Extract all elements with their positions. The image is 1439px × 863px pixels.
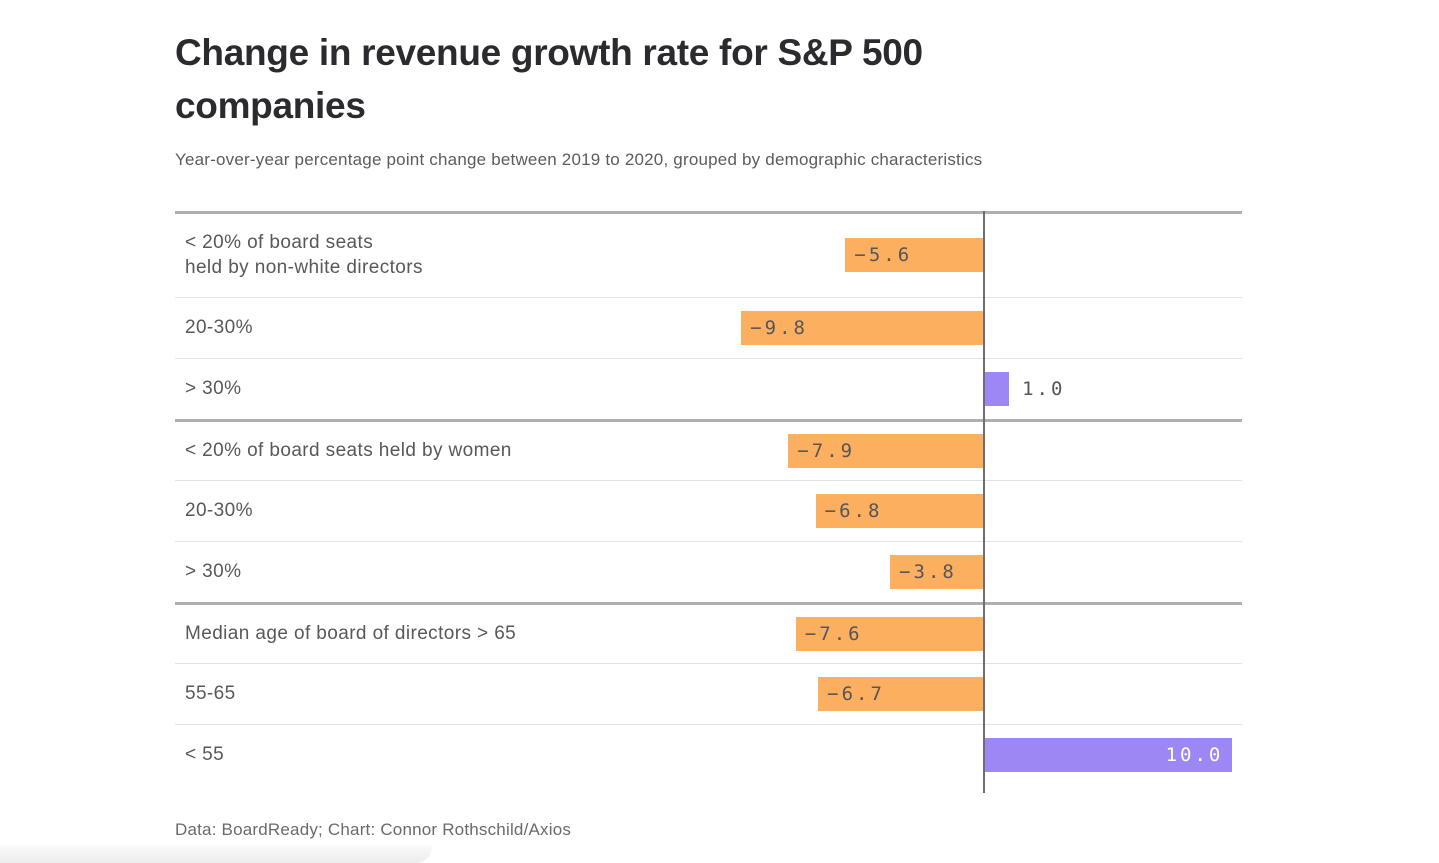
category-label: < 55: [185, 744, 225, 766]
value-label: −7.9: [797, 439, 856, 462]
category-label: < 20% of board seats held by women: [185, 440, 512, 462]
value-label: −6.7: [827, 682, 885, 705]
bottom-edge-shadow: [0, 845, 432, 863]
source-credit: Data: BoardReady; Chart: Connor Rothschi…: [175, 819, 572, 839]
value-label: 1.0: [1022, 377, 1066, 400]
negative-bar: −9.8: [741, 310, 985, 345]
negative-bar: −3.8: [890, 554, 985, 589]
chart-subtitle: Year-over-year percentage point change b…: [175, 149, 983, 169]
category-label: > 30%: [185, 561, 242, 583]
negative-bar: −7.6: [795, 616, 985, 651]
negative-bar: −6.7: [818, 676, 985, 711]
value-label: −5.6: [854, 244, 913, 267]
zero-baseline: [983, 210, 986, 793]
chart-row: Median age of board of directors > 65 −7.…: [175, 601, 1242, 663]
category-label: 20-30%: [185, 317, 253, 339]
category-label: > 30%: [185, 378, 242, 400]
value-label: −7.6: [804, 622, 863, 645]
chart-row: < 55 10.0: [175, 723, 1242, 785]
chart-row: 20-30% −6.8: [175, 479, 1242, 541]
chart-row: 55-65 −6.7: [175, 662, 1242, 724]
chart-row: < 20% of board seats held by women −7.9: [175, 418, 1242, 480]
chart-card: Change in revenue growth rate for S&P 50…: [175, 0, 1242, 840]
category-label: 55-65: [185, 683, 236, 705]
negative-bar: −5.6: [845, 238, 985, 273]
page-title: Change in revenue growth rate for S&P 50…: [175, 32, 923, 127]
value-label: −3.8: [899, 560, 957, 583]
chart-row: < 20% of board seats held by non-white di…: [175, 210, 1242, 297]
negative-bar: −7.9: [788, 433, 985, 468]
chart-row: > 30% 1.0: [175, 357, 1242, 419]
category-label: 20-30%: [185, 500, 253, 522]
positive-bar: [984, 371, 1010, 406]
category-label: Median age of board of directors > 65: [185, 623, 517, 645]
category-label: < 20% of board seats held by non-white di…: [185, 232, 423, 279]
chart-row: > 30% −3.8: [175, 540, 1242, 602]
value-label: −6.8: [824, 499, 883, 522]
chart-row: 20-30% −9.8: [175, 296, 1242, 358]
value-label: 10.0: [1165, 743, 1224, 766]
value-label: −9.8: [750, 316, 808, 339]
chart-rows: < 20% of board seats held by non-white di…: [175, 210, 1242, 793]
negative-bar: −6.8: [815, 493, 985, 528]
positive-bar: 10.0: [984, 737, 1233, 772]
chart: < 20% of board seats held by non-white di…: [175, 210, 1242, 793]
